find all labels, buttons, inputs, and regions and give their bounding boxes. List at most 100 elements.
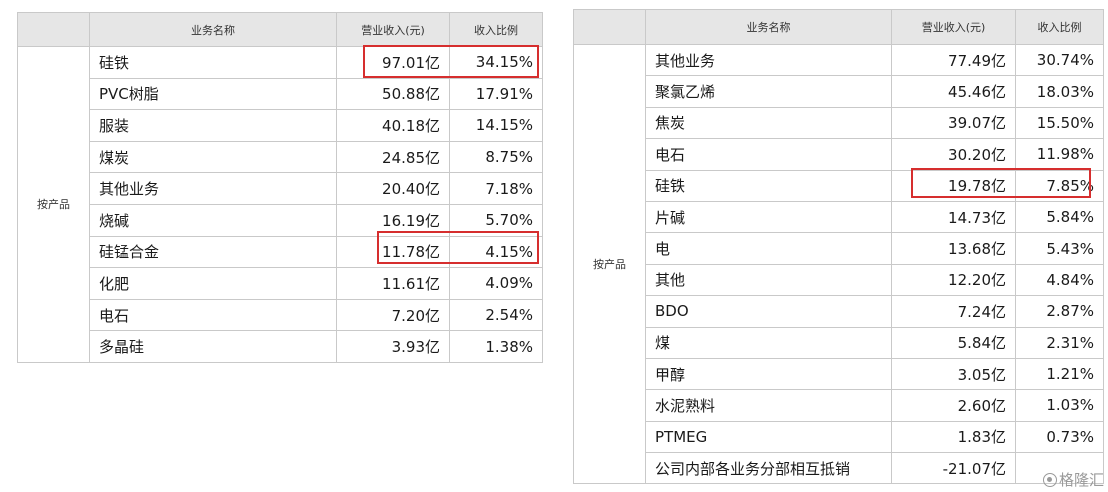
ratio-cell <box>1015 452 1104 485</box>
revenue-cell: 1.83亿 <box>891 420 1016 454</box>
revenue-cell: 11.78亿 <box>336 235 450 269</box>
ratio-cell: 2.31% <box>1015 326 1104 359</box>
business-name-cell: 聚氯乙烯 <box>645 75 892 108</box>
table-row: 电石 7.20亿 2.54% <box>18 298 543 332</box>
table-row: 电石 30.20亿 11.98% <box>574 138 1104 171</box>
revenue-cell: 24.85亿 <box>336 140 450 174</box>
header-revenue: 营业收入(元) <box>336 12 450 47</box>
revenue-cell: 16.19亿 <box>336 203 450 237</box>
ratio-cell: 18.03% <box>1015 75 1104 108</box>
table-row: 煤炭 24.85亿 8.75% <box>18 140 543 174</box>
ratio-cell: 14.15% <box>449 109 543 142</box>
revenue-cell: 11.61亿 <box>336 267 450 300</box>
business-name-cell: 其他业务 <box>89 172 337 205</box>
ratio-cell: 17.91% <box>449 77 543 111</box>
business-name-cell: 水泥熟料 <box>645 389 892 422</box>
table-row: 按产品 其他业务 77.49亿 30.74% <box>573 43 1104 485</box>
business-name-cell: 公司内部各业务分部相互抵销 <box>645 452 892 485</box>
revenue-cell: -21.07亿 <box>891 452 1016 485</box>
revenue-cell: 39.07亿 <box>891 106 1016 140</box>
business-name-cell: 硅铁 <box>645 169 892 202</box>
ratio-cell: 2.87% <box>1015 295 1104 328</box>
ratio-cell: 15.50% <box>1015 106 1104 140</box>
table-row: 服装 40.18亿 14.15% <box>18 109 543 142</box>
table-row: 甲醇 3.05亿 1.21% <box>574 357 1104 391</box>
header-business-name: 业务名称 <box>89 12 337 47</box>
table-row: 聚氯乙烯 45.46亿 18.03% <box>574 75 1104 108</box>
ratio-cell: 34.15% <box>449 46 543 79</box>
revenue-cell: 2.60亿 <box>891 389 1016 422</box>
left-revenue-table: 业务名称 营业收入(元) 收入比例 按产品 硅铁 97.01亿 34.15% PVC树脂… <box>17 12 543 363</box>
watermark: 格隆汇 <box>1042 469 1104 490</box>
business-name-cell: PVC树脂 <box>89 77 337 111</box>
business-name-cell: 烧碱 <box>89 203 337 237</box>
ratio-cell: 5.43% <box>1015 232 1104 265</box>
revenue-cell: 5.84亿 <box>891 326 1016 359</box>
table-row: 煤 5.84亿 2.31% <box>574 326 1104 359</box>
header-cell <box>17 12 90 47</box>
business-name-cell: 电 <box>645 232 892 265</box>
ratio-cell: 5.70% <box>449 203 543 237</box>
revenue-cell: 50.88亿 <box>336 77 450 111</box>
header-revenue: 营业收入(元) <box>891 9 1016 45</box>
revenue-cell: 3.93亿 <box>336 330 450 363</box>
watermark-text: 格隆汇 <box>1058 471 1104 489</box>
ratio-cell: 7.18% <box>449 172 543 205</box>
ratio-cell: 11.98% <box>1015 138 1104 171</box>
table-row: 多晶硅 3.93亿 1.38% <box>18 330 543 363</box>
table-row: 硅铁 19.78亿 7.85% <box>574 169 1104 202</box>
header-ratio: 收入比例 <box>1015 9 1104 45</box>
revenue-cell: 13.68亿 <box>891 232 1016 265</box>
revenue-cell: 40.18亿 <box>336 109 450 142</box>
business-name-cell: 其他业务 <box>645 43 892 77</box>
table-row: 烧碱 16.19亿 5.70% <box>18 203 543 237</box>
ratio-cell: 8.75% <box>449 140 543 174</box>
ratio-cell: 1.03% <box>1015 389 1104 422</box>
business-name-cell: 化肥 <box>89 267 337 300</box>
table-row: 公司内部各业务分部相互抵销 -21.07亿 <box>574 452 1104 485</box>
table-row: 焦炭 39.07亿 15.50% <box>574 106 1104 140</box>
business-name-cell: 多晶硅 <box>89 330 337 363</box>
business-name-cell: 甲醇 <box>645 357 892 391</box>
revenue-cell: 3.05亿 <box>891 357 1016 391</box>
ratio-cell: 4.09% <box>449 267 543 300</box>
header-business-name: 业务名称 <box>645 9 892 45</box>
business-name-cell: 其他 <box>645 263 892 297</box>
business-name-cell: 硅锰合金 <box>89 235 337 269</box>
revenue-cell: 12.20亿 <box>891 263 1016 297</box>
business-name-cell: 焦炭 <box>645 106 892 140</box>
table-row: 按产品 硅铁 97.01亿 34.15% <box>17 46 543 363</box>
ratio-cell: 0.73% <box>1015 420 1104 454</box>
ratio-cell: 2.54% <box>449 298 543 332</box>
right-revenue-table-container: 业务名称 营业收入(元) 收入比例 按产品 其他业务 77.49亿 30.74% 聚氯乙… <box>573 9 1104 485</box>
table-row: 硅锰合金 11.78亿 4.15% <box>18 235 543 269</box>
table-row: PTMEG 1.83亿 0.73% <box>574 420 1104 454</box>
ratio-cell: 4.84% <box>1015 263 1104 297</box>
revenue-cell: 45.46亿 <box>891 75 1016 108</box>
revenue-cell: 20.40亿 <box>336 172 450 205</box>
segment-label: 按产品 <box>573 43 646 485</box>
table-row: 其他业务 20.40亿 7.18% <box>18 172 543 205</box>
business-name-cell: 电石 <box>645 138 892 171</box>
revenue-cell: 97.01亿 <box>336 46 450 79</box>
ratio-cell: 30.74% <box>1015 43 1104 77</box>
revenue-cell: 30.20亿 <box>891 138 1016 171</box>
header-ratio: 收入比例 <box>449 12 543 47</box>
table-row: 化肥 11.61亿 4.09% <box>18 267 543 300</box>
logo-icon <box>1042 472 1057 487</box>
segment-label: 按产品 <box>17 46 90 363</box>
revenue-cell: 77.49亿 <box>891 43 1016 77</box>
business-name-cell: 煤 <box>645 326 892 359</box>
table-header-row: 业务名称 营业收入(元) 收入比例 <box>17 12 543 47</box>
business-name-cell: PTMEG <box>645 420 892 454</box>
ratio-cell: 1.21% <box>1015 357 1104 391</box>
business-name-cell: 片碱 <box>645 200 892 234</box>
ratio-cell: 4.15% <box>449 235 543 269</box>
revenue-cell: 19.78亿 <box>891 169 1016 202</box>
ratio-cell: 7.85% <box>1015 169 1104 202</box>
ratio-cell: 5.84% <box>1015 200 1104 234</box>
revenue-cell: 7.24亿 <box>891 295 1016 328</box>
table-header-row: 业务名称 营业收入(元) 收入比例 <box>573 9 1104 45</box>
right-revenue-table: 业务名称 营业收入(元) 收入比例 按产品 其他业务 77.49亿 30.74% 聚氯乙… <box>573 9 1104 485</box>
revenue-cell: 14.73亿 <box>891 200 1016 234</box>
